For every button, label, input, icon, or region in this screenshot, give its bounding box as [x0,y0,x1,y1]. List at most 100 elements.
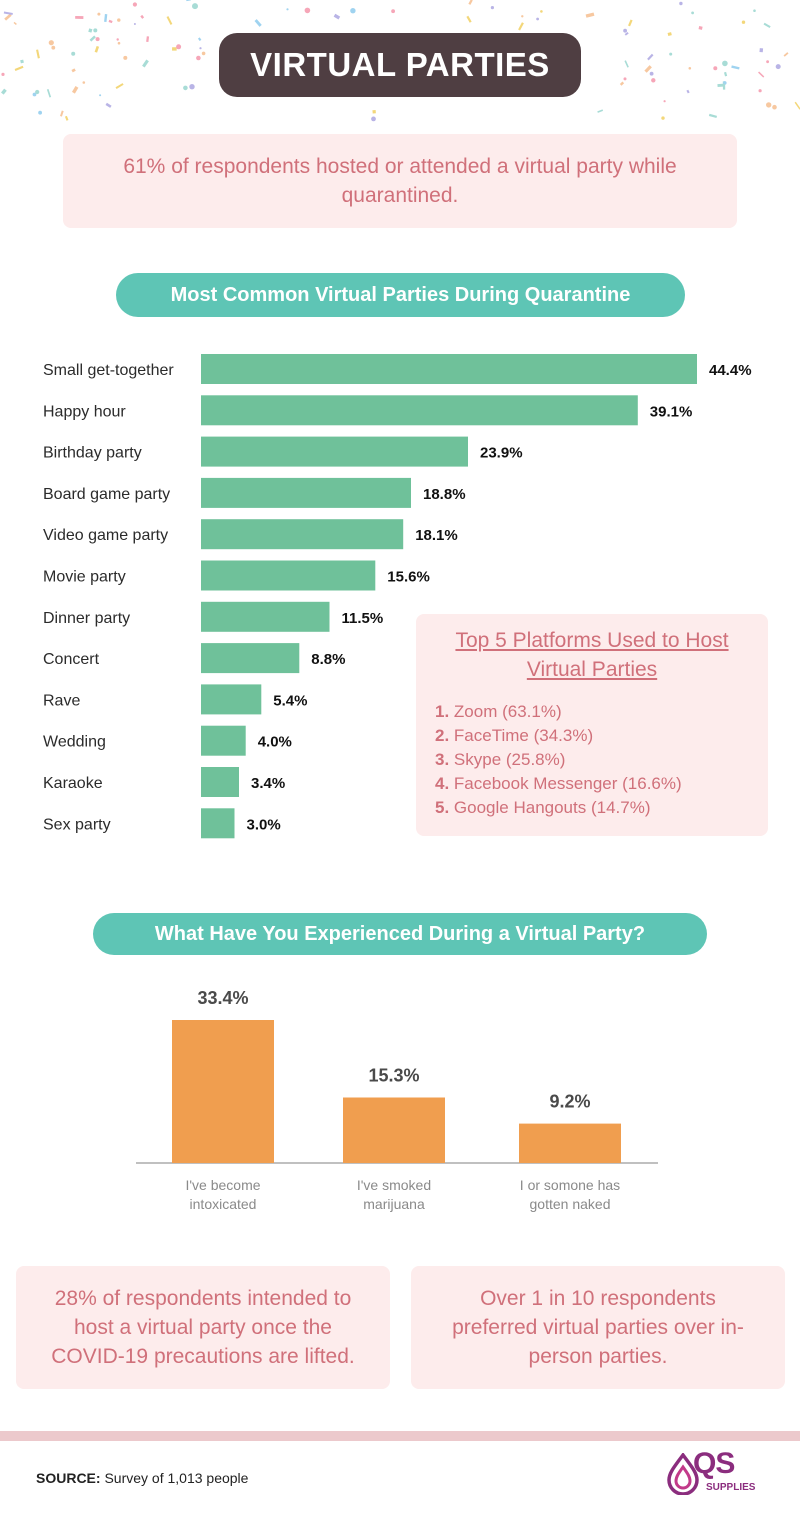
confetti-piece [597,109,604,113]
bar [172,1020,274,1163]
confetti-piece [753,9,756,12]
confetti-piece [108,19,113,24]
confetti-piece [372,110,376,114]
section2-title: What Have You Experienced During a Virtu… [154,922,646,945]
confetti-decoration [1,0,800,122]
confetti-piece [688,67,692,70]
confetti-piece [186,0,191,2]
party-types-bar-chart: Small get-together 44.4% Happy hour 39.1% Bi… [43,354,752,839]
platform-label: Zoom (63.1%) [453,702,562,721]
confetti-piece [89,35,96,42]
confetti-piece [624,60,629,68]
bar [201,354,697,384]
platform-label: Skype (25.8%) [453,750,566,769]
section1-title: Most Common Virtual Parties During Quara… [170,283,631,306]
confetti-piece [38,110,42,115]
confetti-piece [133,23,136,25]
confetti-piece [490,6,494,10]
category-label: I've become [185,1177,260,1193]
platforms-list: 1. Zoom (63.1%) 2. FaceTime (34.3%) 3. S… [435,700,682,820]
confetti-piece [88,28,93,33]
confetti-piece [708,113,718,119]
platforms-box: Top 5 Platforms Used to Host Virtual Par… [416,614,768,836]
confetti-piece [172,47,177,51]
confetti-piece [783,52,789,57]
confetti-piece [36,49,40,59]
value-label: 9.2% [549,1092,590,1112]
confetti-piece [371,116,376,122]
confetti-piece [766,60,769,64]
confetti-piece [4,13,12,21]
category-label: Small get-together [43,362,174,379]
confetti-piece [466,15,472,23]
bar [201,601,330,632]
stat-callout-right: Over 1 in 10 respondents preferred virtu… [411,1266,785,1389]
confetti-piece [468,0,473,5]
confetti-piece [71,86,79,94]
value-label: 3.0% [247,816,281,833]
confetti-piece [741,20,746,24]
category-label: intoxicated [190,1196,257,1212]
brand-logo[interactable]: QS SUPPLIES [666,1447,770,1505]
category-label: Rave [43,692,80,709]
category-label: marijuana [363,1196,425,1212]
confetti-piece [717,83,725,88]
confetti-piece [775,64,781,70]
bar [519,1123,621,1163]
confetti-piece [350,8,356,14]
confetti-piece [686,89,690,94]
footer-divider [0,1431,800,1441]
confetti-piece [649,71,654,76]
page-title-text: VIRTUAL PARTIES [250,46,550,83]
value-label: 18.1% [415,527,458,544]
category-label: gotten naked [530,1196,611,1212]
category-label: I or somone has [520,1177,620,1193]
platforms-title: Top 5 Platforms Used to Host Virtual Par… [455,629,729,681]
confetti-piece [691,11,694,15]
category-label: Karaoke [43,775,103,792]
confetti-piece [64,115,69,121]
confetti-piece [731,65,740,70]
confetti-piece [48,40,54,46]
platform-rank: 2. [435,726,450,745]
value-label: 4.0% [258,734,292,751]
confetti-piece [60,110,64,117]
category-label: I've smoked [357,1177,431,1193]
confetti-piece [51,45,56,50]
confetti-piece [651,78,656,83]
category-label: Concert [43,651,100,668]
confetti-piece [1,88,7,95]
confetti-piece [623,28,627,33]
confetti-piece [46,89,52,98]
source-text: Survey of 1,013 people [100,1470,249,1486]
value-label: 44.4% [709,362,752,379]
drop-logo-icon [667,1453,699,1495]
category-label: Dinner party [43,610,130,627]
bar [201,643,300,674]
confetti-piece [698,25,703,30]
platform-item: 4. Facebook Messenger (16.6%) [435,772,682,796]
confetti-piece [104,14,108,23]
confetti-piece [763,22,771,29]
confetti-piece [75,15,84,19]
platform-item: 1. Zoom (63.1%) [435,700,682,724]
confetti-piece [518,22,524,31]
confetti-piece [644,65,652,73]
confetti-piece [304,7,311,14]
platform-label: Google Hangouts (14.7%) [453,798,651,817]
category-label: Happy hour [43,403,126,420]
confetti-piece [93,28,98,33]
bar [201,767,239,797]
value-label: 8.8% [311,651,345,668]
logo-subtext: SUPPLIES [706,1482,756,1493]
confetti-piece [117,41,121,45]
confetti-piece [105,102,112,108]
confetti-piece [333,13,341,20]
platform-item: 3. Skype (25.8%) [435,748,682,772]
confetti-piece [166,16,173,25]
confetti-piece [196,55,201,61]
confetti-piece [661,116,665,120]
category-label: Wedding [43,734,106,751]
platform-item: 2. FaceTime (34.3%) [435,724,682,748]
value-label: 39.1% [650,403,693,420]
